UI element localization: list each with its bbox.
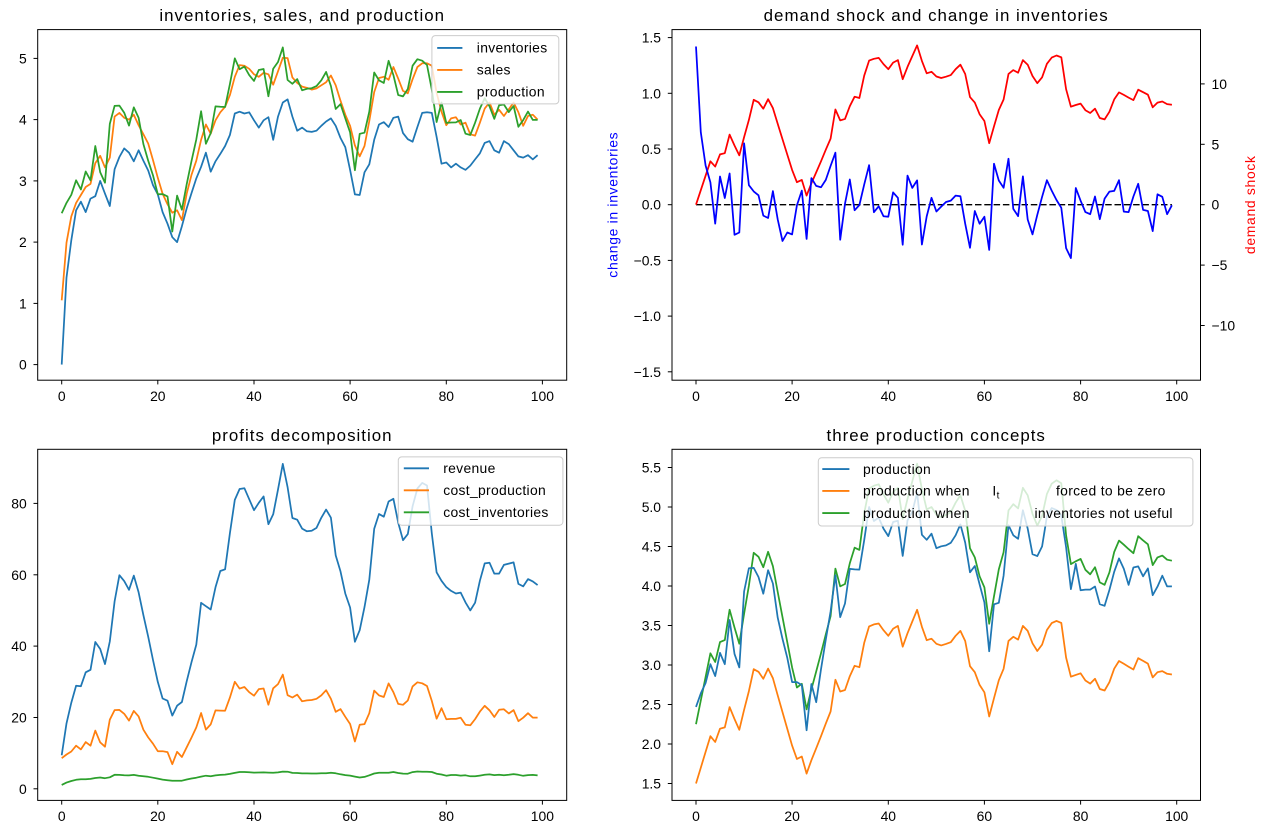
svg-text:0: 0: [58, 808, 66, 824]
svg-text:100: 100: [531, 808, 554, 824]
svg-text:production when: production when: [863, 483, 970, 499]
svg-text:3.5: 3.5: [642, 618, 662, 634]
svg-text:−1.5: −1.5: [634, 364, 662, 380]
svg-text:60: 60: [11, 567, 27, 583]
svg-text:demand shock and change in inv: demand shock and change in inventories: [764, 6, 1109, 25]
svg-text:20: 20: [150, 808, 166, 824]
svg-text:0.5: 0.5: [642, 141, 662, 157]
svg-text:60: 60: [977, 808, 993, 824]
svg-text:100: 100: [1165, 808, 1188, 824]
svg-text:inventories: inventories: [477, 40, 548, 56]
svg-text:three production concepts: three production concepts: [827, 426, 1046, 445]
svg-text:−1.0: −1.0: [634, 308, 662, 324]
svg-text:1.5: 1.5: [642, 776, 662, 792]
svg-text:2.0: 2.0: [642, 736, 662, 752]
svg-text:production: production: [477, 84, 545, 100]
svg-text:4.5: 4.5: [642, 539, 662, 555]
svg-text:2.5: 2.5: [642, 697, 662, 713]
svg-text:1.0: 1.0: [642, 85, 662, 101]
svg-text:20: 20: [784, 808, 800, 824]
svg-text:cost_production: cost_production: [443, 482, 546, 498]
svg-text:80: 80: [1073, 388, 1089, 404]
svg-text:5: 5: [1212, 136, 1220, 152]
svg-text:80: 80: [1073, 808, 1089, 824]
svg-text:4: 4: [19, 112, 27, 128]
svg-text:80: 80: [11, 495, 27, 511]
svg-text:inventories, sales, and produc: inventories, sales, and production: [159, 6, 445, 25]
svg-text:0: 0: [1212, 197, 1220, 213]
svg-text:inventories not useful: inventories not useful: [1035, 505, 1173, 521]
svg-text:−0.5: −0.5: [634, 252, 662, 268]
svg-text:20: 20: [11, 710, 27, 726]
svg-text:demand shock: demand shock: [1242, 155, 1258, 254]
svg-text:5.0: 5.0: [642, 499, 662, 515]
svg-text:5: 5: [19, 50, 27, 66]
svg-text:forced to be zero: forced to be zero: [1056, 483, 1166, 499]
svg-text:10: 10: [1212, 76, 1228, 92]
svg-text:40: 40: [246, 808, 262, 824]
svg-text:40: 40: [11, 638, 27, 654]
svg-text:3: 3: [19, 173, 27, 189]
svg-text:60: 60: [977, 388, 993, 404]
svg-text:0: 0: [692, 808, 700, 824]
svg-text:It: It: [992, 483, 999, 502]
svg-text:80: 80: [439, 388, 455, 404]
svg-text:40: 40: [246, 388, 262, 404]
svg-text:0: 0: [58, 388, 66, 404]
svg-text:3.0: 3.0: [642, 657, 662, 673]
svg-text:4.0: 4.0: [642, 578, 662, 594]
svg-text:2: 2: [19, 234, 27, 250]
svg-text:60: 60: [342, 808, 358, 824]
svg-text:production when: production when: [863, 505, 970, 521]
svg-text:1.5: 1.5: [642, 30, 662, 46]
svg-text:production: production: [863, 461, 931, 477]
svg-text:60: 60: [342, 388, 358, 404]
svg-text:40: 40: [881, 388, 897, 404]
svg-text:0: 0: [19, 357, 27, 373]
svg-text:40: 40: [881, 808, 897, 824]
svg-text:0: 0: [19, 781, 27, 797]
svg-text:80: 80: [439, 808, 455, 824]
svg-text:change in inventories: change in inventories: [605, 132, 621, 278]
svg-text:revenue: revenue: [443, 460, 495, 476]
svg-text:−10: −10: [1212, 318, 1236, 334]
svg-text:0.0: 0.0: [642, 197, 662, 213]
svg-text:100: 100: [1165, 388, 1188, 404]
svg-text:20: 20: [784, 388, 800, 404]
svg-text:1: 1: [19, 295, 27, 311]
svg-text:5.5: 5.5: [642, 460, 662, 476]
svg-text:sales: sales: [477, 62, 511, 78]
svg-text:cost_inventories: cost_inventories: [443, 504, 549, 520]
svg-text:100: 100: [531, 388, 554, 404]
svg-text:profits decomposition: profits decomposition: [212, 426, 393, 445]
svg-text:−5: −5: [1212, 257, 1228, 273]
svg-text:20: 20: [150, 388, 166, 404]
svg-text:0: 0: [692, 388, 700, 404]
